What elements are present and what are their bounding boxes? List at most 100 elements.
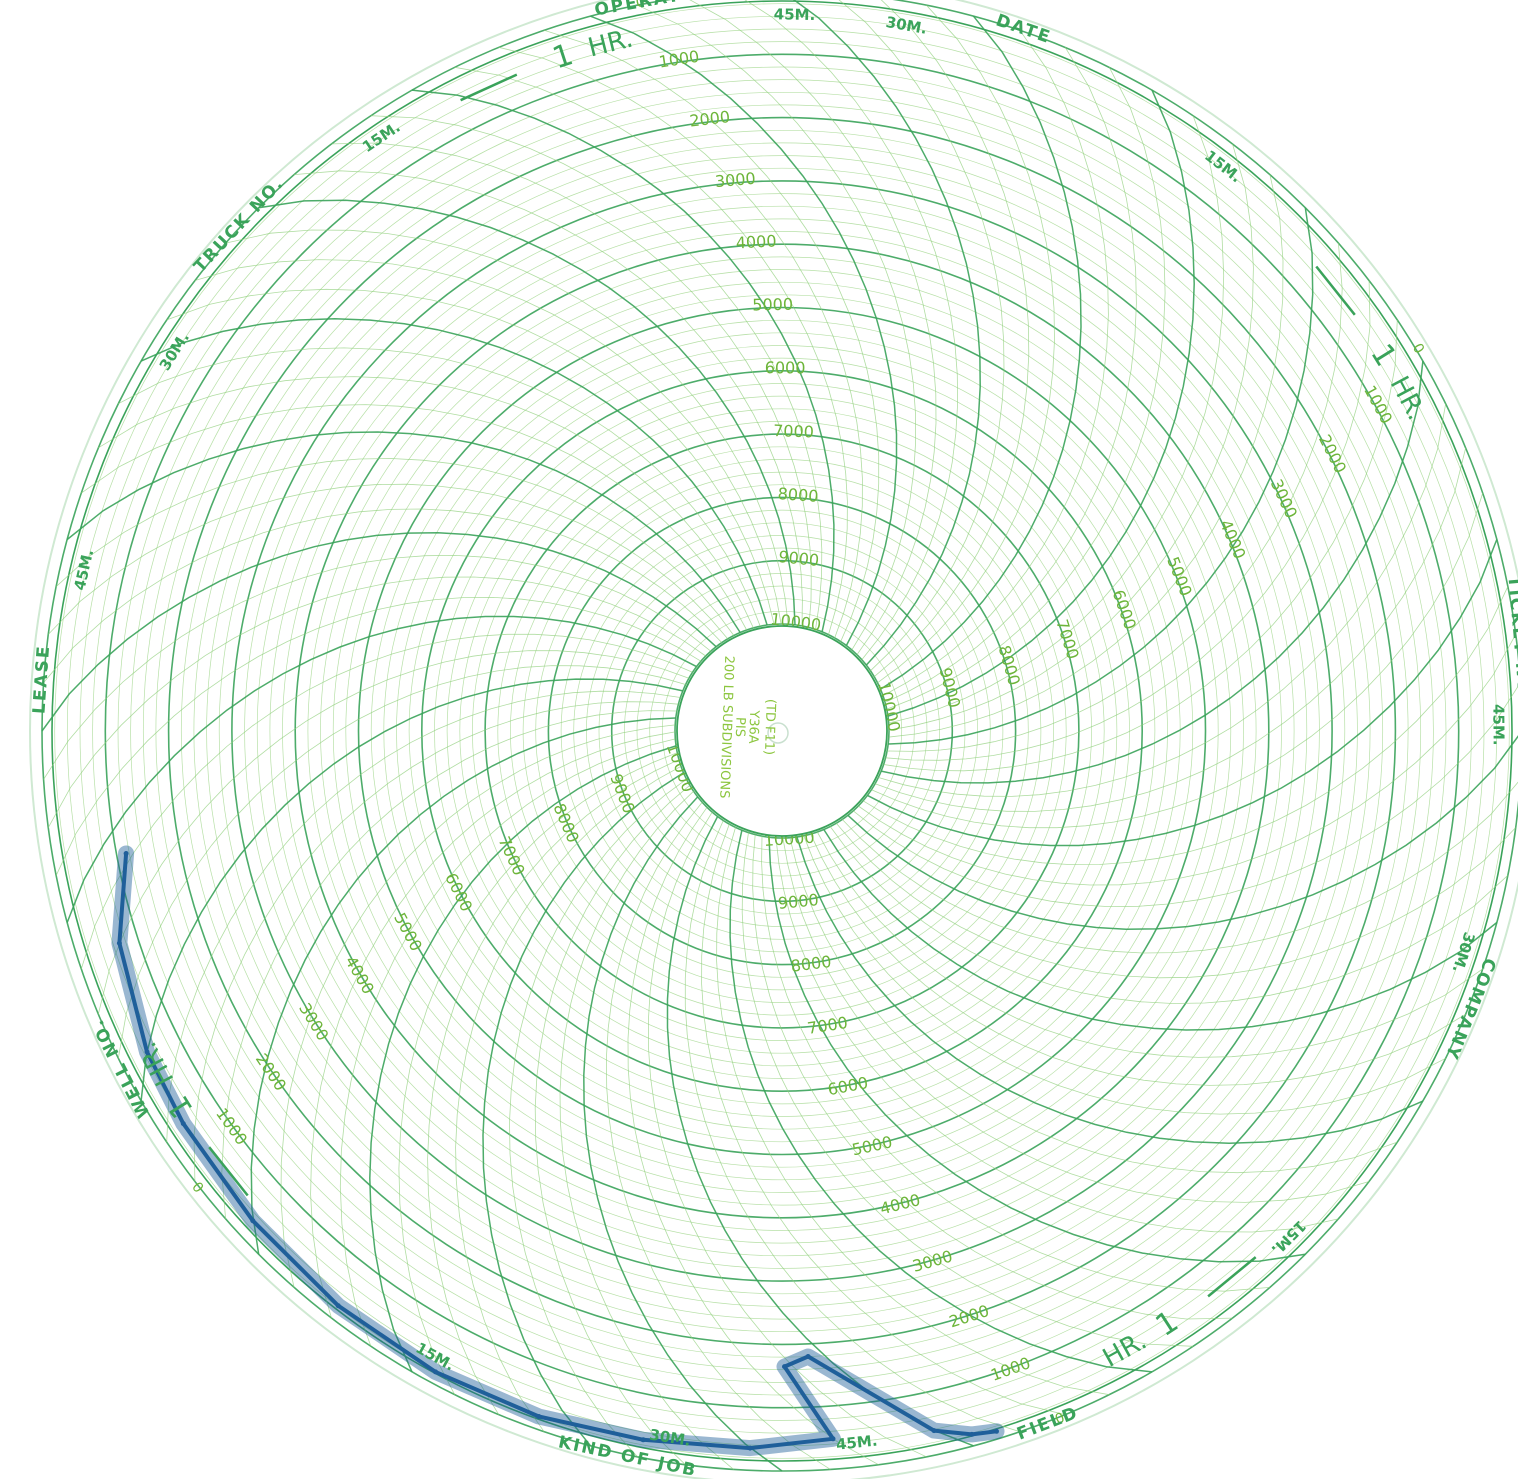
time-arc-line [331, 142, 812, 628]
minor-ring [320, 269, 1244, 1193]
time-arc-line [509, 778, 687, 1458]
time-arc-line [166, 288, 775, 625]
hour-arc-line [140, 678, 683, 1102]
time-arc-line [97, 650, 690, 1015]
time-arc-line [816, 831, 1483, 1058]
minor-ring [332, 281, 1232, 1181]
time-arc-line [370, 115, 823, 630]
trace-point [805, 1354, 811, 1359]
minute-label: 45M. [774, 5, 816, 24]
hour-arc-line [66, 431, 741, 633]
time-arc-line [684, 820, 1021, 1433]
hour-arc-line [411, 89, 835, 632]
scale-tick-label: 0 [634, 0, 646, 11]
time-arc-line [689, 0, 937, 655]
minor-ring [117, 66, 1447, 1396]
scale-tick-label: 3000 [714, 169, 756, 191]
scale-tick-label: 4000 [735, 231, 777, 252]
minor-ring [79, 28, 1485, 1434]
time-arc-line [775, 837, 1339, 1233]
scale-tick-label: 6000 [765, 358, 806, 377]
time-arc-line [874, 447, 1467, 812]
trace-point [180, 1121, 186, 1127]
hour-arc-line [847, 735, 1518, 930]
hour-arc-line [867, 539, 1498, 847]
center-hole [767, 722, 789, 744]
time-arc-line [543, 29, 880, 642]
time-arc-line [194, 259, 782, 625]
center-label-line: PIS [732, 717, 748, 737]
time-arc-line [221, 710, 677, 1219]
time-arc-line [886, 67, 1166, 710]
time-arc-line [310, 731, 676, 1319]
minute-label: 45M. [835, 1431, 878, 1453]
time-arc-line [43, 554, 712, 780]
hour-arc-line [768, 837, 1306, 1263]
minor-ring [472, 421, 1092, 1041]
time-arc-line [454, 66, 848, 635]
time-arc-line [427, 759, 680, 1415]
minor-ring [586, 535, 978, 927]
trace-point [116, 940, 122, 946]
minor-ring [535, 484, 1029, 978]
center-label-line: 200 LB SUBDIVISIONS [716, 655, 736, 798]
time-arc-line [455, 765, 682, 1432]
minor-ring [345, 294, 1219, 1168]
trace-point [123, 851, 129, 856]
time-arc-line [803, 835, 1446, 1115]
hour-arc-line [41, 532, 717, 732]
time-arc-line [835, 822, 1516, 979]
hour-arc-line [881, 360, 1424, 784]
hour-arc-line [887, 89, 1195, 717]
trace-point [830, 1436, 836, 1442]
minor-ring [92, 41, 1472, 1421]
time-arc-line [882, 30, 1109, 697]
major-ring [610, 559, 954, 903]
time-arc-line [888, 143, 1254, 731]
time-arc-line [559, 790, 734, 1470]
time-arc-line [55, 596, 702, 876]
time-arc-line [873, 0, 1030, 678]
time-arc-line [534, 784, 691, 1465]
time-arc-line [829, 826, 1509, 1004]
hour-arc-line [482, 772, 684, 1447]
minor-ring [383, 332, 1181, 1130]
direction-arrow-icon [1315, 265, 1356, 316]
time-arc-line [80, 633, 693, 970]
time-arc-line [858, 634, 1517, 886]
time-arc-line [398, 752, 678, 1395]
time-arc-line [339, 738, 676, 1347]
pen-trace [117, 851, 999, 1451]
hour-arc-line [888, 207, 1314, 745]
scale-tick-label: 9000 [777, 890, 819, 913]
minor-ring [636, 585, 928, 877]
major-ring [104, 53, 1460, 1409]
center-label-line: (TD F11) [761, 699, 778, 756]
minor-ring [256, 205, 1308, 1257]
minor-ring [130, 79, 1434, 1383]
major-ring [167, 116, 1397, 1346]
hour-arc-line [823, 829, 1498, 1031]
major-ring [484, 433, 1080, 1029]
time-arc-line [55, 458, 735, 636]
scale-tick-label: 8000 [790, 952, 833, 976]
major-ring [547, 496, 1017, 966]
time-arc-line [884, 47, 1137, 703]
minor-ring [522, 471, 1042, 991]
center-label-line: Y36A [745, 709, 761, 744]
time-arc-line [225, 229, 789, 625]
minute-label: 45M. [1489, 704, 1507, 746]
minor-ring [193, 142, 1371, 1320]
hour-arc-line [258, 199, 796, 625]
minor-ring [206, 155, 1358, 1307]
time-arc-line [862, 586, 1509, 866]
trace-layer [111, 845, 1005, 1457]
minor-ring [218, 167, 1346, 1295]
time-arc-line [498, 46, 863, 639]
time-arc-line [877, 4, 1055, 684]
minor-ring [142, 91, 1422, 1371]
time-arc-line [852, 685, 1518, 908]
time-arc-line [888, 115, 1225, 724]
trace-point [433, 1369, 438, 1375]
time-arc-line [782, 837, 1370, 1203]
